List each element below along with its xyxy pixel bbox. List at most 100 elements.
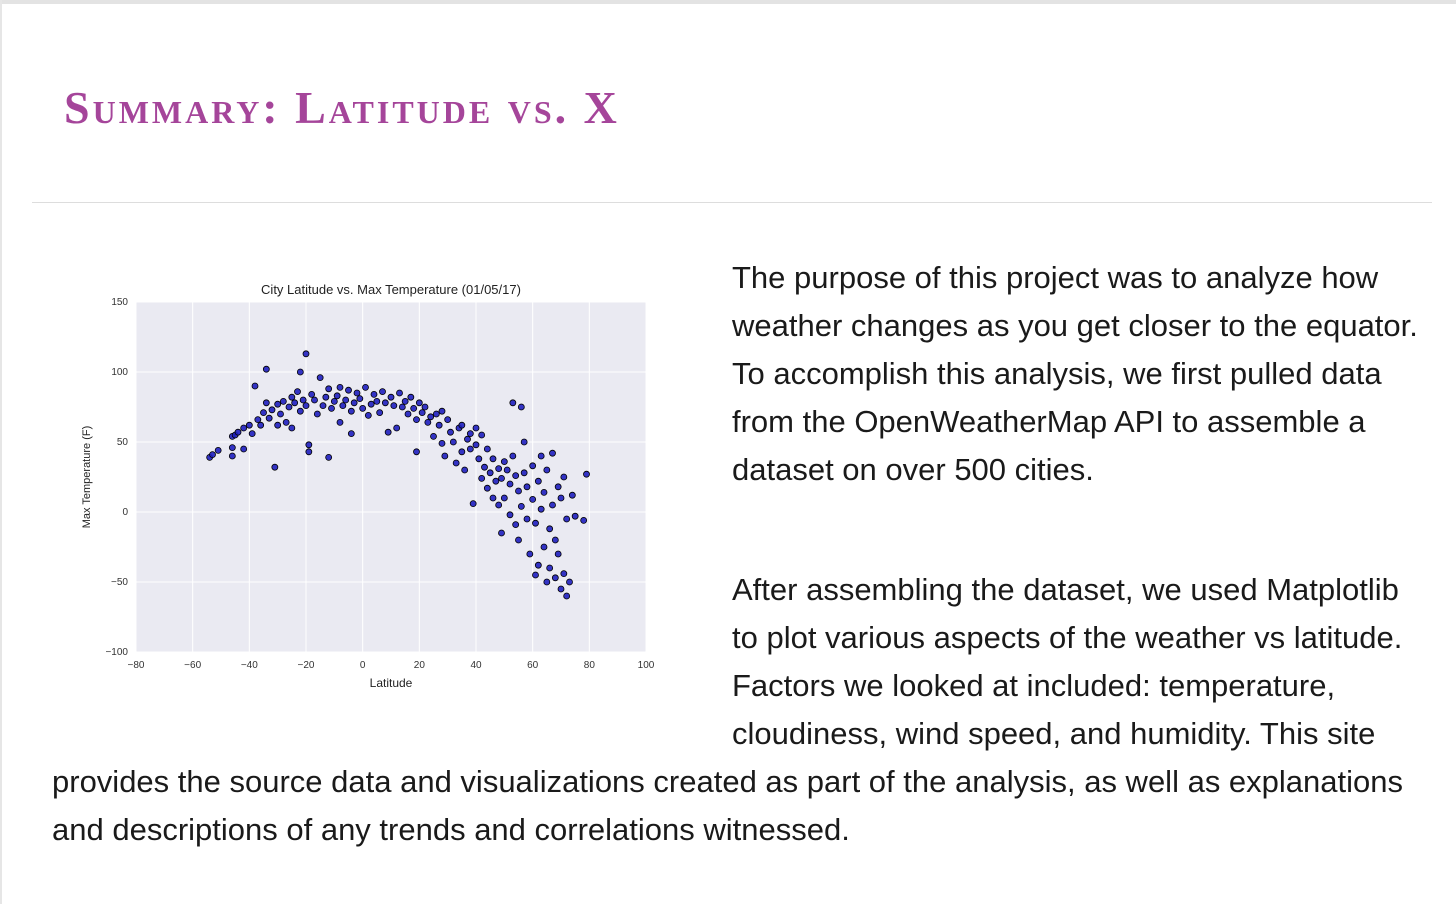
data-point [478,431,486,439]
data-point [500,458,508,466]
data-point [404,410,412,418]
x-tick-label: −80 [128,660,145,671]
data-point [296,368,304,376]
latitude-temperature-chart: −80 −60 −40 −20 0 20 40 60 80 100 −100 −50 0 50 100 150… [52,254,732,750]
data-point [384,428,392,436]
data-point [532,519,539,527]
data-point [262,399,270,407]
data-point [413,448,420,456]
title-divider [32,202,1432,203]
data-point [523,515,531,523]
data-point [458,421,466,429]
data-point [461,466,469,474]
data-point [407,393,415,401]
data-point [509,399,517,407]
y-tick-label: −50 [111,577,128,588]
data-point [268,406,276,414]
data-point [387,393,395,401]
data-point [336,383,344,391]
data-point [512,472,520,480]
data-point [353,389,361,397]
data-point [523,483,531,491]
data-point [438,407,446,415]
data-point [529,495,537,503]
x-tick-label: 80 [584,660,596,671]
data-point [557,494,565,502]
data-point [580,516,588,524]
data-point [209,451,216,459]
plot-background [136,302,646,652]
data-point [228,452,236,460]
data-point [396,389,403,397]
data-point [540,543,548,551]
data-point [475,455,483,463]
data-point [339,402,347,410]
data-point [452,459,460,467]
data-point [302,350,310,358]
data-point [568,491,576,499]
data-point [248,430,256,438]
data-point [526,550,534,558]
data-point [449,438,457,446]
data-point [251,382,259,390]
y-tick-label: 150 [111,297,128,308]
data-point [274,400,282,408]
data-point [427,413,435,421]
data-point [347,430,355,438]
data-point [302,402,310,410]
data-point [563,515,571,523]
data-point [498,529,505,537]
data-point [325,385,333,393]
data-point [512,521,520,529]
data-point [506,480,514,488]
y-tick-label: −100 [105,647,128,658]
y-tick-label: 50 [117,437,129,448]
data-point [515,536,522,544]
data-point [489,455,497,463]
intro-paragraph: The purpose of this project was to analy… [732,260,1418,487]
data-point [549,449,556,457]
data-point [464,435,471,443]
data-point [359,404,367,412]
data-point [532,571,539,579]
data-point [418,409,426,417]
data-point [421,403,429,411]
data-point [285,403,293,411]
data-point [517,502,525,510]
data-point [438,439,446,447]
scatter-plot: −80 −60 −40 −20 0 20 40 60 80 100 −100 −50 0 50 100 150… [81,282,655,690]
data-point [311,396,318,404]
grid [135,301,647,653]
top-border [0,0,1456,4]
data-point [560,570,568,578]
data-point [466,430,474,438]
data-point [234,428,242,436]
data-point [483,484,491,492]
left-border [0,0,2,904]
x-tick-label: −40 [241,660,258,671]
data-point [373,397,381,405]
data-point [486,469,494,477]
data-point [342,396,350,404]
data-point [328,404,335,412]
data-point [214,446,222,454]
data-point [430,432,437,440]
data-point [520,469,528,477]
data-point [274,421,282,429]
data-point [529,462,537,470]
data-point [466,445,474,453]
data-point [543,578,551,586]
data-point [240,445,248,453]
data-point [381,399,389,407]
data-point [370,390,378,398]
data-point [393,424,401,432]
data-point [441,452,449,460]
data-point [240,424,248,432]
data-point [447,428,454,436]
data-point [294,388,301,396]
data-point [265,414,273,422]
data-point [560,473,568,481]
data-point [347,407,355,415]
y-tick-label: 100 [111,367,128,378]
data-point [543,466,551,474]
